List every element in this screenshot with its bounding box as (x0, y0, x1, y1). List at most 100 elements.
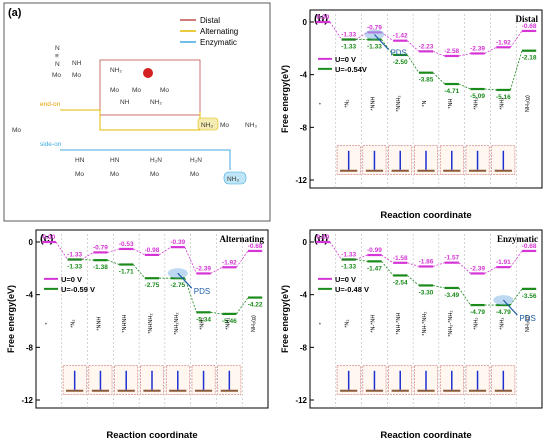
data-label: -1.58 (393, 255, 408, 262)
panel-a-frame (3, 2, 271, 222)
data-label: -0.79 (93, 244, 108, 251)
category-label: *NH-*NH₂ (422, 312, 428, 336)
x-axis-label: Reaction coordinate (106, 430, 197, 441)
category-label: *NNH (370, 97, 376, 111)
data-label: -0.68 (248, 243, 263, 250)
x-axis-label: Reaction coordinate (380, 430, 471, 441)
data-label: -4.79 (496, 309, 511, 316)
scheme-mo-b2: Mo (110, 171, 119, 178)
scheme-h2n-1: H₂N (150, 157, 162, 164)
data-label: -0.98 (145, 247, 160, 254)
energy-connector (433, 285, 445, 289)
energy-connector (484, 88, 497, 91)
category-label: *NHNH₂ (148, 314, 154, 334)
data-label: -1.33 (341, 32, 356, 39)
data-label: -2.54 (393, 279, 408, 286)
y-tick-label: -12 (295, 396, 307, 405)
scheme-h2n-2: H₂N (190, 157, 202, 164)
scheme-mo-b1: Mo (75, 171, 84, 178)
data-label: -0.39 (170, 239, 185, 246)
category-label: *NH₂ (474, 98, 480, 110)
energy-connector (381, 32, 394, 42)
category-label: *NH₂NH₂ (174, 312, 180, 334)
energy-connector (81, 252, 94, 260)
category-label: NH₃(g) (525, 315, 531, 332)
category-label: * (319, 102, 325, 105)
energy-connector (55, 241, 68, 260)
pds-arrow (502, 299, 518, 316)
data-label: -1.71 (119, 269, 134, 276)
scheme-mo-b3: Mo (150, 171, 159, 178)
scheme-triple: ≡ (55, 53, 59, 60)
panel-a-legend: Distal Alternating Enzymatic (180, 16, 238, 47)
category-label: NH₃(g) (251, 315, 257, 332)
category-label: *NH₃ (499, 317, 505, 329)
data-label: -0.68 (522, 23, 537, 30)
data-label: -0.99 (367, 247, 382, 254)
category-label: *NNH₂ (396, 96, 402, 112)
legend-label: U=-0.54V (335, 65, 367, 74)
energy-connector (184, 278, 197, 313)
scheme-hn-1: HN (75, 157, 85, 164)
category-label: *N₂ (345, 320, 351, 328)
legend-distal-label: Distal (200, 16, 220, 25)
category-label: * (45, 322, 51, 325)
legend-label: U=0 V (61, 275, 82, 284)
scheme-mo-2: Mo (72, 72, 81, 79)
plot-frame (35, 229, 269, 409)
category-label: * (319, 322, 325, 325)
energy-connector (407, 275, 420, 286)
energy-connector (210, 266, 223, 274)
chart-title: Distal (516, 14, 539, 24)
data-label: -1.92 (496, 39, 511, 46)
scheme-mo-b4: Mo (190, 171, 199, 178)
data-label: -2.18 (522, 55, 537, 62)
panel-a-letter: (a) (8, 7, 22, 19)
plot-frame (309, 229, 543, 409)
y-tick-label: 0 (303, 238, 308, 247)
legend-enzymatic-label: Enzymatic (200, 38, 237, 47)
data-label: -4.71 (444, 88, 459, 95)
data-label: -2.50 (393, 59, 408, 66)
scheme-mo-5: Mo (160, 87, 169, 94)
category-label: *NH-*NH (396, 313, 402, 335)
data-label: -2.75 (145, 282, 160, 289)
scheme-n-bottom: N (55, 61, 60, 68)
enzymatic-path (60, 149, 231, 170)
data-label: -1.33 (67, 264, 82, 271)
category-label: *NH₂ (474, 318, 480, 330)
energy-connector (184, 246, 197, 274)
data-label: -4.79 (470, 309, 485, 316)
category-label: *N (422, 101, 428, 107)
data-label: -2.58 (444, 48, 459, 55)
category-label: *N-*NH (370, 315, 376, 333)
data-label: -5.34 (196, 316, 211, 323)
data-label: -1.86 (419, 258, 434, 265)
y-tick-label: -8 (300, 123, 308, 132)
legend-label: U=-0.59 V (61, 285, 95, 294)
reaction-scheme: N ≡ N Mo NH Mo NH₂ Mo Mo Mo NH NH₂ end-o… (12, 45, 257, 185)
category-label: *NH (448, 99, 454, 109)
pds-arrow (177, 272, 193, 289)
energy-connector (158, 246, 171, 256)
scheme-nh3-2: NH₃ (245, 122, 257, 129)
scheme-nh3-1: NH₃ (201, 122, 213, 129)
energy-connector (355, 259, 368, 262)
y-tick-label: -4 (26, 291, 34, 300)
data-label: -4.22 (248, 302, 263, 309)
data-label: -1.38 (93, 264, 108, 271)
data-label: -0.68 (522, 243, 537, 250)
pds-label: PDS (390, 49, 406, 58)
data-label: -1.33 (367, 44, 382, 51)
legend-label: U=-0.48 V (335, 285, 369, 294)
scheme-mo-left: Mo (12, 127, 21, 134)
energy-connector (81, 259, 94, 261)
scheme-nh2-2: NH₂ (150, 99, 162, 106)
pds-arrow (374, 34, 389, 50)
data-label: -5.16 (496, 94, 511, 101)
y-tick-label: -12 (295, 176, 307, 185)
data-label: -3.49 (444, 292, 459, 299)
y-tick-label: -4 (300, 71, 308, 80)
scheme-nh2-1: NH₂ (110, 67, 122, 74)
